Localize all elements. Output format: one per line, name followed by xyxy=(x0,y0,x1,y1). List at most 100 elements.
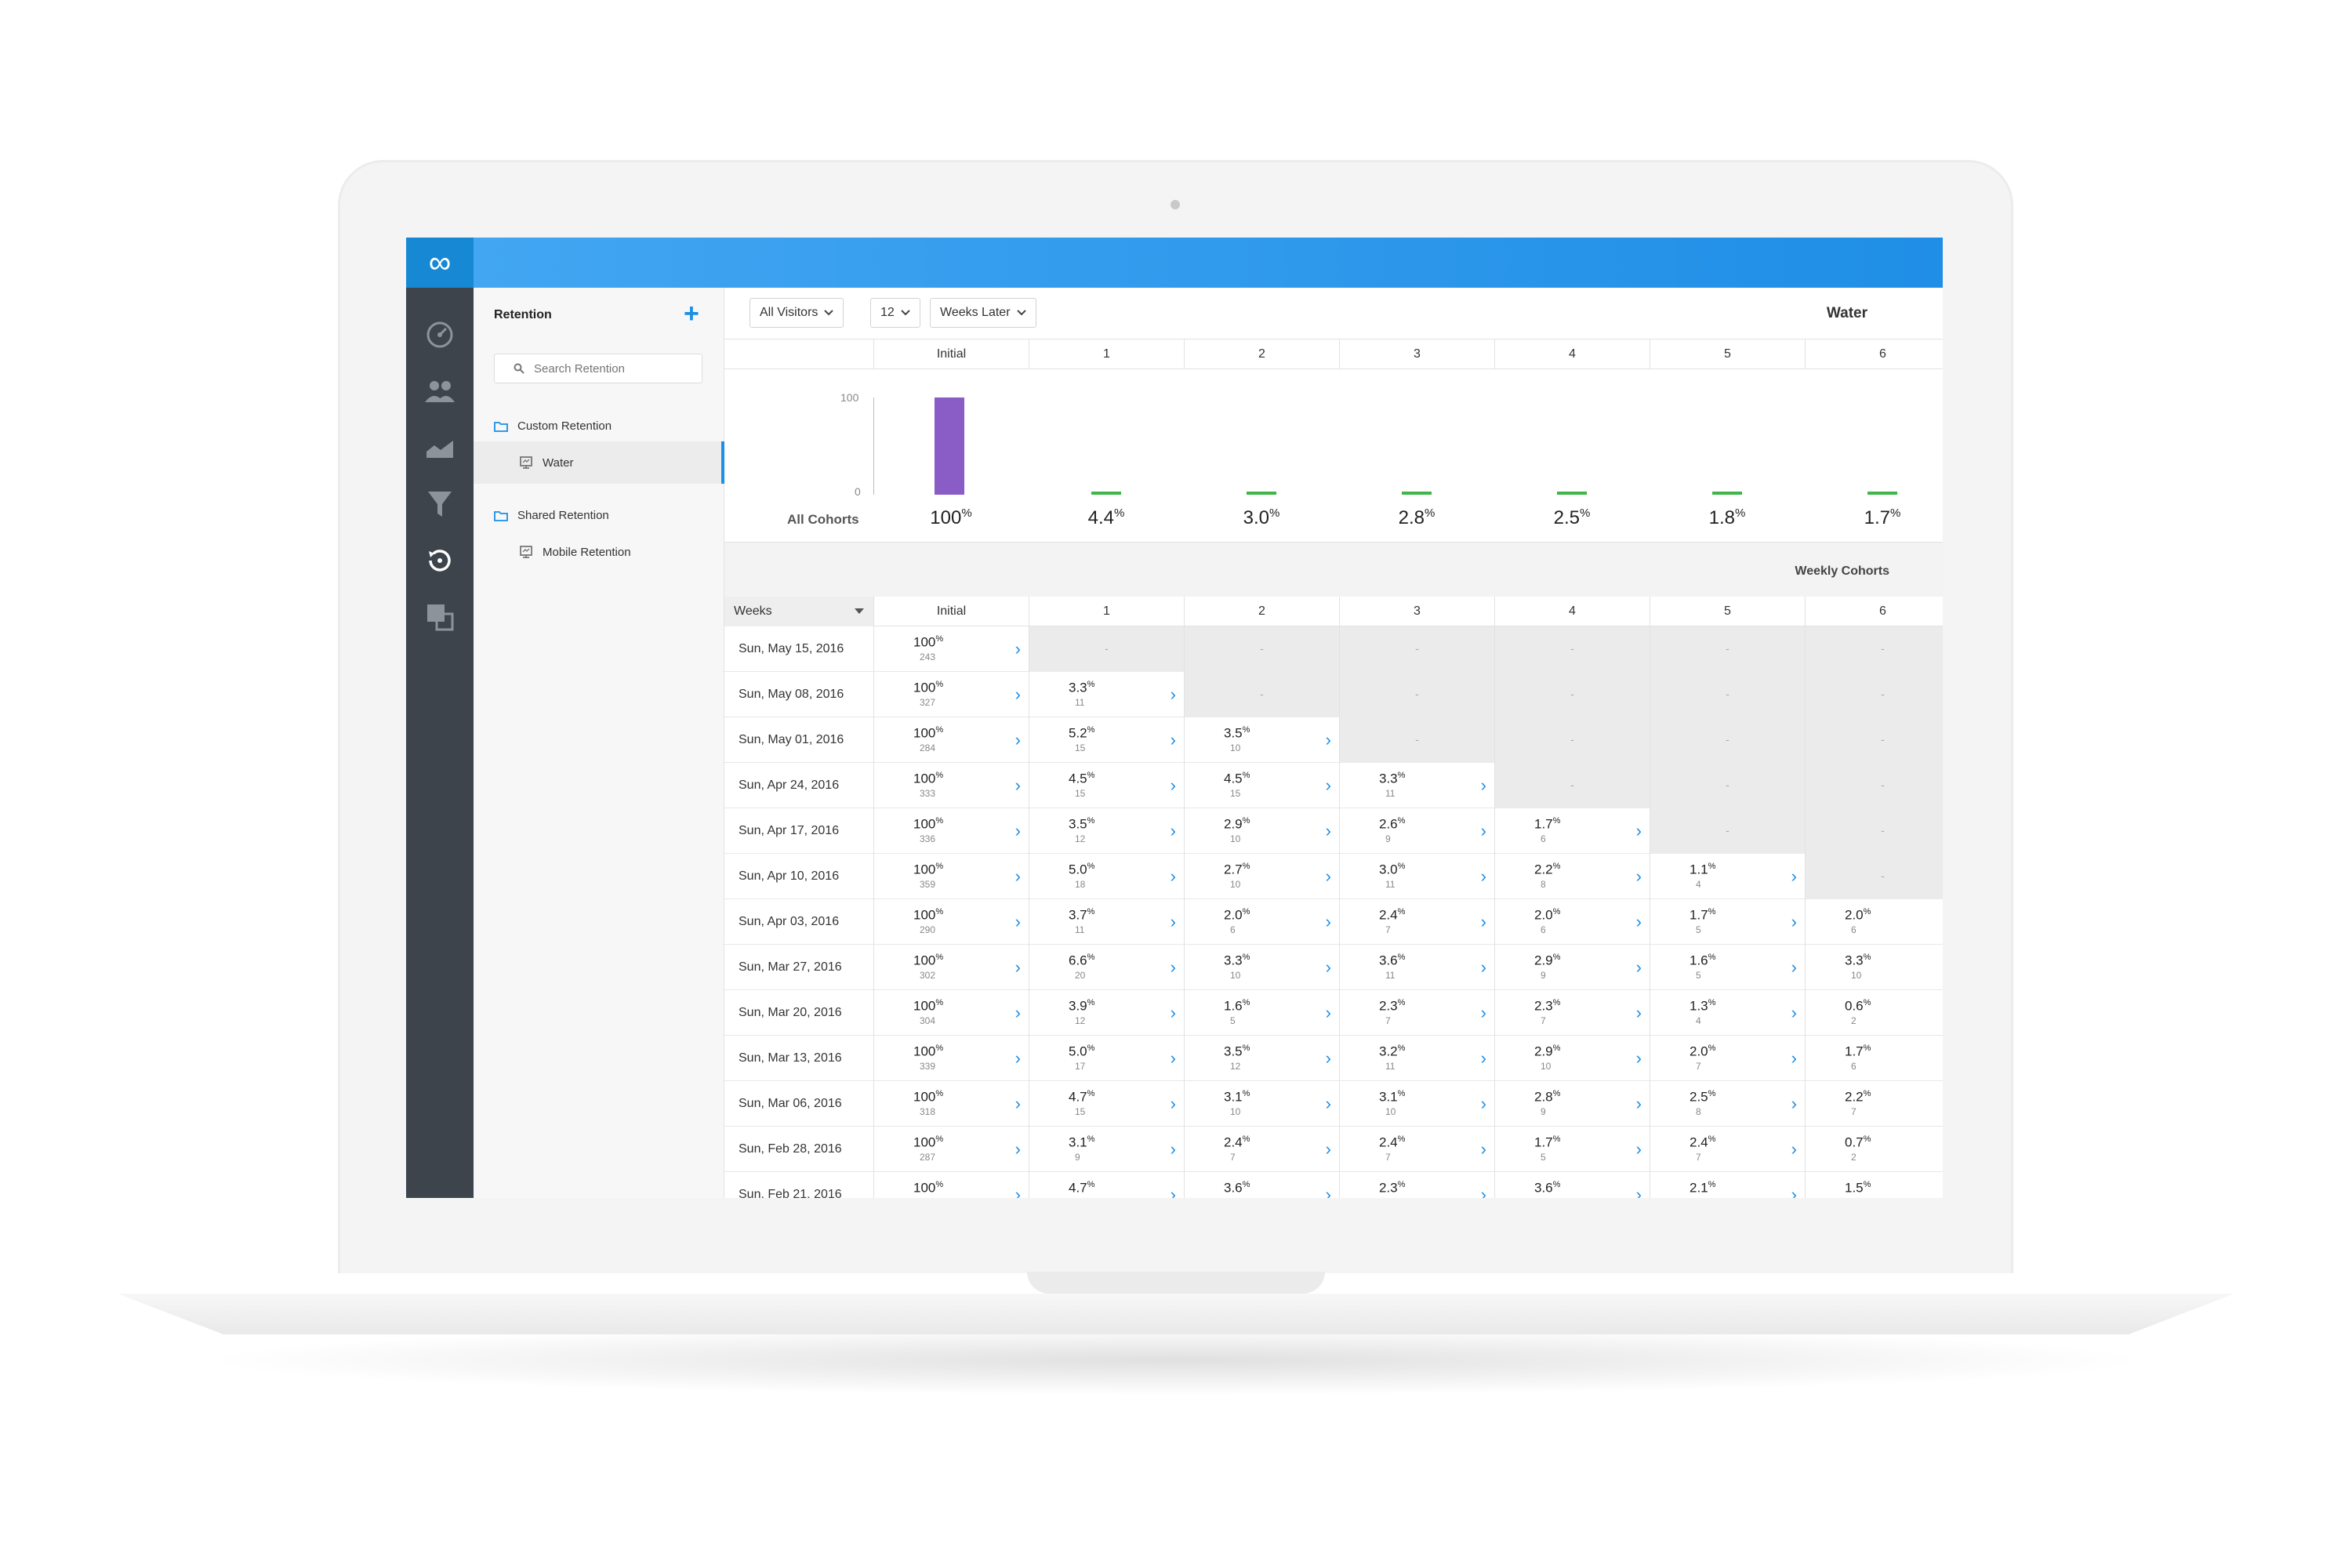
retention-cell[interactable]: 100% 287 › xyxy=(873,1127,1029,1172)
chevron-right-icon[interactable]: › xyxy=(1480,1048,1486,1068)
retention-cell[interactable]: 100% 302 › xyxy=(873,945,1029,990)
retention-cell[interactable]: 4.7% 15 › xyxy=(1029,1081,1184,1127)
chevron-right-icon[interactable]: › xyxy=(1014,1003,1021,1022)
retention-cell[interactable]: 3.3% 11 › xyxy=(1029,672,1184,717)
period-count-select[interactable]: 12 xyxy=(870,298,920,328)
retention-cell[interactable]: 2.4% 7 › xyxy=(1650,1127,1805,1172)
chevron-right-icon[interactable]: › xyxy=(1635,1048,1642,1068)
period-unit-select[interactable]: Weeks Later xyxy=(930,298,1036,328)
chevron-right-icon[interactable]: › xyxy=(1635,1185,1642,1199)
search-box[interactable] xyxy=(494,354,702,383)
retention-cell[interactable]: 3.2% 11 › xyxy=(1339,1036,1494,1081)
retention-cell[interactable]: 2.3%9› xyxy=(1339,1172,1494,1198)
retention-cell[interactable]: 3.6%14› xyxy=(1184,1172,1339,1198)
chevron-right-icon[interactable]: › xyxy=(1325,957,1331,977)
chevron-right-icon[interactable]: › xyxy=(1791,957,1797,977)
retention-cell[interactable]: 1.6% 5 › xyxy=(1650,945,1805,990)
retention-cell[interactable]: 0.6%2› xyxy=(1805,990,1943,1036)
retention-cell[interactable]: 5.0% 17 › xyxy=(1029,1036,1184,1081)
chevron-right-icon[interactable]: › xyxy=(1635,912,1642,931)
visitors-select[interactable]: All Visitors xyxy=(750,298,844,328)
chevron-right-icon[interactable]: › xyxy=(1635,866,1642,886)
retention-cell[interactable]: 0.7%2› xyxy=(1805,1127,1943,1172)
chevron-right-icon[interactable]: › xyxy=(1014,684,1021,704)
retention-cell[interactable]: 6.6% 20 › xyxy=(1029,945,1184,990)
chevron-right-icon[interactable]: › xyxy=(1635,821,1642,840)
retention-cell[interactable]: 2.1%8› xyxy=(1650,1172,1805,1198)
chevron-right-icon[interactable]: › xyxy=(1791,1048,1797,1068)
chevron-right-icon[interactable]: › xyxy=(1791,866,1797,886)
retention-cell[interactable]: 3.3% 11 › xyxy=(1339,763,1494,808)
chevron-right-icon[interactable]: › xyxy=(1791,1094,1797,1113)
chevron-right-icon[interactable]: › xyxy=(1014,821,1021,840)
chevron-right-icon[interactable]: › xyxy=(1480,821,1486,840)
chevron-right-icon[interactable]: › xyxy=(1635,1003,1642,1022)
retention-cell[interactable]: 1.7%6› xyxy=(1805,1036,1943,1081)
retention-cell[interactable]: 100%380› xyxy=(873,1172,1029,1198)
chevron-right-icon[interactable]: › xyxy=(1014,1185,1021,1199)
retention-cell[interactable]: 3.1% 10 › xyxy=(1184,1081,1339,1127)
retention-cell[interactable]: 3.0% 11 › xyxy=(1339,854,1494,899)
retention-cell[interactable]: 3.1% 9 › xyxy=(1029,1127,1184,1172)
chevron-right-icon[interactable]: › xyxy=(1480,866,1486,886)
retention-cell[interactable]: 100% 359 › xyxy=(873,854,1029,899)
retention-cell[interactable]: 3.5% 12 › xyxy=(1029,808,1184,854)
chevron-right-icon[interactable]: › xyxy=(1014,1048,1021,1068)
chevron-right-icon[interactable]: › xyxy=(1170,1185,1176,1199)
chevron-right-icon[interactable]: › xyxy=(1325,775,1331,795)
retention-cell[interactable]: 2.0%6› xyxy=(1184,899,1339,945)
chevron-right-icon[interactable]: › xyxy=(1325,821,1331,840)
retention-cell[interactable]: 2.4% 7 › xyxy=(1184,1127,1339,1172)
retention-cell[interactable]: 100% 339 › xyxy=(873,1036,1029,1081)
chevron-right-icon[interactable]: › xyxy=(1635,1094,1642,1113)
chevron-right-icon[interactable]: › xyxy=(1635,1139,1642,1159)
retention-cell[interactable]: 100% 243 › xyxy=(873,626,1029,672)
chevron-right-icon[interactable]: › xyxy=(1480,1094,1486,1113)
retention-cell[interactable]: 2.7% 10 › xyxy=(1184,854,1339,899)
retention-cell[interactable]: 1.1% 4 › xyxy=(1650,854,1805,899)
retention-cell[interactable]: 3.5% 10 › xyxy=(1184,717,1339,763)
retention-cell[interactable]: 2.3% 7 › xyxy=(1494,990,1650,1036)
chevron-right-icon[interactable]: › xyxy=(1014,912,1021,931)
chevron-right-icon[interactable]: › xyxy=(1170,730,1176,750)
retention-cell[interactable]: 5.0% 18 › xyxy=(1029,854,1184,899)
retention-cell[interactable]: 2.0% 7 › xyxy=(1650,1036,1805,1081)
chevron-right-icon[interactable]: › xyxy=(1170,775,1176,795)
retention-cell[interactable]: 2.2%7› xyxy=(1805,1081,1943,1127)
retention-cell[interactable]: 3.7% 11 › xyxy=(1029,899,1184,945)
retention-cell[interactable]: 3.6% 11 › xyxy=(1339,945,1494,990)
retention-cell[interactable]: 2.4% 7 › xyxy=(1339,899,1494,945)
chevron-right-icon[interactable]: › xyxy=(1480,775,1486,795)
chevron-right-icon[interactable]: › xyxy=(1480,1185,1486,1199)
chevron-right-icon[interactable]: › xyxy=(1480,957,1486,977)
chevron-right-icon[interactable]: › xyxy=(1014,1094,1021,1113)
segments-icon[interactable] xyxy=(423,600,457,634)
retention-cell[interactable]: 3.1% 10 › xyxy=(1339,1081,1494,1127)
retention-cell[interactable]: 100% 333 › xyxy=(873,763,1029,808)
chevron-right-icon[interactable]: › xyxy=(1170,912,1176,931)
chevron-right-icon[interactable]: › xyxy=(1325,1094,1331,1113)
chevron-right-icon[interactable]: › xyxy=(1325,1139,1331,1159)
chevron-right-icon[interactable]: › xyxy=(1014,1139,1021,1159)
chevron-right-icon[interactable]: › xyxy=(1325,1185,1331,1199)
retention-cell[interactable]: 2.0%6› xyxy=(1805,899,1943,945)
trends-icon[interactable] xyxy=(423,430,457,465)
retention-cell[interactable]: 100% 284 › xyxy=(873,717,1029,763)
users-icon[interactable] xyxy=(423,374,457,408)
retention-cell[interactable]: 4.7%18› xyxy=(1029,1172,1184,1198)
add-report-button[interactable]: + xyxy=(684,299,699,328)
chevron-right-icon[interactable]: › xyxy=(1014,730,1021,750)
funnel-icon[interactable] xyxy=(423,487,457,521)
retention-cell[interactable]: 100% 290 › xyxy=(873,899,1029,945)
logo-icon[interactable]: ∞ xyxy=(406,238,474,288)
chevron-right-icon[interactable]: › xyxy=(1791,1185,1797,1199)
chevron-right-icon[interactable]: › xyxy=(1014,639,1021,659)
chevron-right-icon[interactable]: › xyxy=(1170,1048,1176,1068)
chevron-right-icon[interactable]: › xyxy=(1170,1003,1176,1022)
retention-cell[interactable]: 2.5% 8 › xyxy=(1650,1081,1805,1127)
retention-cell[interactable]: 2.6% 9 › xyxy=(1339,808,1494,854)
retention-cell[interactable]: 1.7% 5 › xyxy=(1650,899,1805,945)
chevron-right-icon[interactable]: › xyxy=(1014,775,1021,795)
chevron-right-icon[interactable]: › xyxy=(1480,1003,1486,1022)
report-item-water[interactable]: Water xyxy=(474,441,724,484)
